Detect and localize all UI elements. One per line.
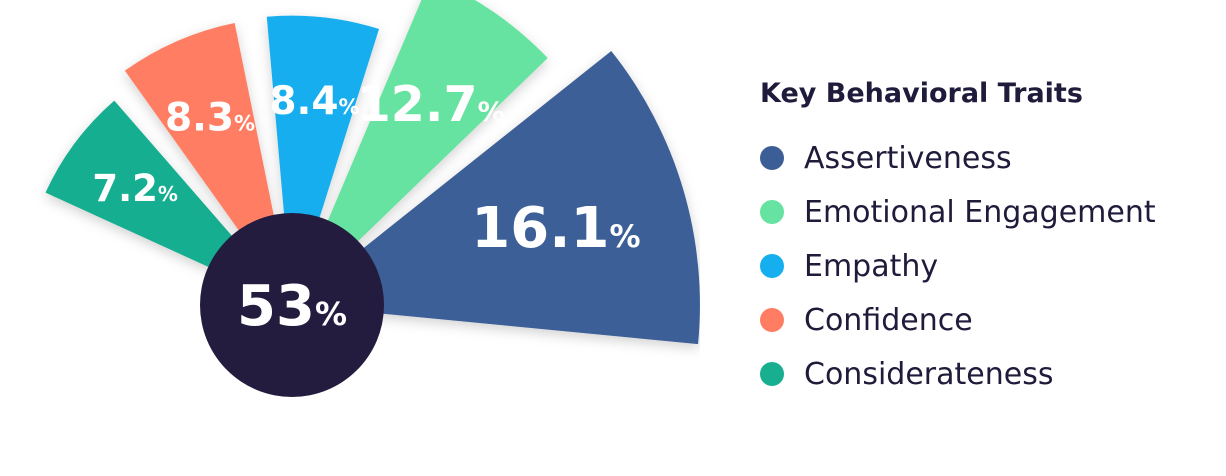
legend: Key Behavioral Traits Assertiveness Emoti… xyxy=(760,78,1156,401)
legend-swatch xyxy=(760,200,784,224)
legend-label: Confidence xyxy=(804,302,973,338)
center-circle xyxy=(200,213,384,397)
slice-considerateness xyxy=(45,100,247,276)
legend-swatch xyxy=(760,308,784,332)
sunburst-chart: 7.2% 8.3% 8.4%12.7% 16.1% 53% xyxy=(45,0,700,397)
legend-list: Assertiveness Emotional Engagement Empathy… xyxy=(760,131,1156,401)
legend-item-assertiveness: Assertiveness xyxy=(760,131,1156,185)
slices-layer xyxy=(45,0,700,345)
legend-label: Considerateness xyxy=(804,356,1054,392)
legend-swatch xyxy=(760,146,784,170)
legend-label: Empathy xyxy=(804,248,939,284)
legend-title: Key Behavioral Traits xyxy=(760,78,1083,109)
legend-swatch xyxy=(760,362,784,386)
slice-confidence xyxy=(124,22,279,249)
legend-label: Emotional Engagement xyxy=(804,194,1156,230)
value-label-confidence: 8.3% xyxy=(165,96,255,141)
labels-layer: 7.2% 8.3% 8.4%12.7% 16.1% xyxy=(92,76,640,261)
legend-item-considerateness: Considerateness xyxy=(760,347,1156,401)
legend-item-confidence: Confidence xyxy=(760,293,1156,347)
value-label-considerateness: 7.2% xyxy=(92,167,178,210)
slice-empathy xyxy=(266,15,380,239)
legend-label: Assertiveness xyxy=(804,140,1012,176)
value-label-emotional-engagement: 12.7% xyxy=(357,76,505,133)
value-label-empathy: 8.4% xyxy=(269,79,359,124)
legend-item-empathy: Empathy xyxy=(760,239,1156,293)
legend-item-emotional-engagement: Emotional Engagement xyxy=(760,185,1156,239)
legend-swatch xyxy=(760,254,784,278)
slice-emotional-engagement xyxy=(319,0,548,257)
center-label: 53% xyxy=(237,274,347,339)
value-label-assertiveness: 16.1% xyxy=(471,196,640,261)
slice-assertiveness xyxy=(346,51,700,345)
